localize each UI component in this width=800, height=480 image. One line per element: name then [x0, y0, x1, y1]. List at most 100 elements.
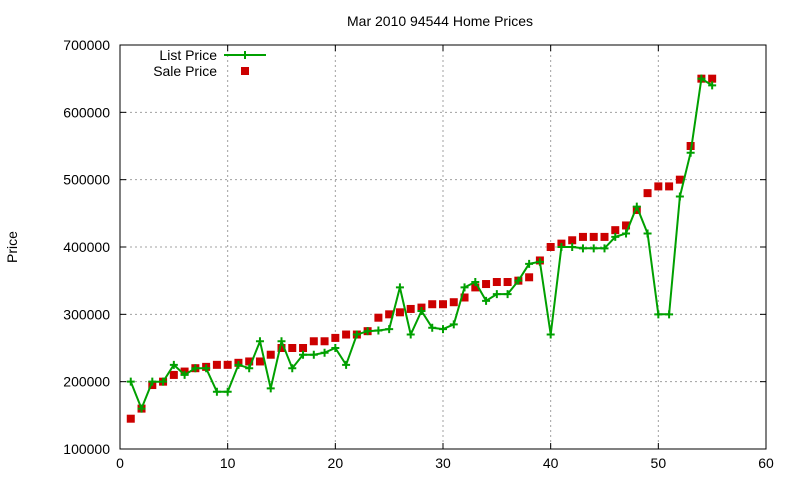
x-tick-label: 60: [758, 455, 774, 471]
list-price-point: [611, 232, 620, 241]
sale-price-point: [126, 414, 135, 423]
legend-swatch-sale-price: [241, 67, 249, 75]
sale-price-point: [600, 232, 609, 241]
list-price-point: [417, 306, 426, 315]
y-tick-label: 400000: [63, 239, 110, 255]
sale-price-point: [471, 283, 480, 292]
sale-price-point: [406, 304, 415, 313]
sale-price-point: [622, 221, 631, 230]
list-price-point: [439, 325, 447, 334]
list-price-point: [546, 330, 555, 339]
legend-marker-list-price: [241, 51, 249, 59]
list-price-point: [568, 243, 577, 251]
list-price-point: [180, 370, 189, 379]
list-price-point: [223, 387, 232, 396]
list-price-point: [234, 360, 243, 369]
list-price-point: [471, 278, 480, 287]
x-tick-label: 0: [116, 455, 124, 471]
list-price-point: [632, 202, 641, 211]
list-price-point: [169, 360, 178, 369]
list-price-point: [622, 229, 631, 238]
sale-price-point: [266, 350, 275, 359]
sale-price-point: [223, 360, 232, 369]
list-price-point: [449, 320, 458, 329]
x-tick-label: 40: [543, 455, 559, 471]
sale-price-point: [578, 232, 587, 241]
list-price-point: [374, 326, 383, 335]
list-price-point: [708, 81, 717, 90]
sale-price-point: [546, 243, 555, 251]
list-price-point: [126, 377, 135, 386]
list-price-point: [299, 350, 308, 359]
list-price-point: [557, 243, 566, 251]
list-price-point: [514, 276, 523, 285]
list-price-point: [460, 283, 469, 292]
list-price-point: [428, 323, 437, 332]
list-price-point: [309, 350, 318, 359]
sale-price-point: [503, 278, 512, 287]
list-price-point: [503, 290, 512, 299]
sale-price-point: [212, 360, 221, 369]
list-price-point: [686, 148, 695, 157]
list-price-point: [202, 364, 211, 373]
sale-price-point: [439, 300, 447, 309]
legend: List Price Sale Price: [153, 47, 266, 79]
list-price-point: [654, 310, 663, 319]
y-axis-label: Price: [4, 231, 20, 263]
sale-price-point: [611, 226, 620, 235]
sale-price-point: [277, 344, 286, 352]
y-tick-label: 200000: [63, 374, 110, 390]
list-price-point: [255, 337, 264, 346]
x-tick-label: 30: [435, 455, 451, 471]
sale-price-point: [374, 313, 383, 322]
sale-price-point: [708, 74, 717, 83]
list-price-line: [129, 77, 713, 412]
axis-ticks: [119, 44, 767, 450]
list-price-point: [352, 330, 361, 339]
sale-price-point: [568, 236, 577, 245]
list-price-point: [159, 377, 168, 386]
sale-price-point: [299, 344, 308, 352]
sale-price-point: [169, 370, 178, 379]
x-tick-label: 10: [220, 455, 236, 471]
list-price-point: [148, 377, 157, 386]
list-price-point: [675, 192, 684, 201]
sale-price-point: [395, 308, 404, 317]
sale-price-point: [492, 278, 501, 287]
y-tick-label: 700000: [63, 37, 110, 53]
list-price-point: [492, 290, 501, 299]
list-price-point: [245, 364, 254, 373]
sale-price-point: [342, 330, 351, 339]
sale-price-point: [525, 273, 534, 282]
sale-price-point: [385, 310, 394, 319]
legend-label-list-price: List Price: [159, 47, 217, 63]
x-tick-label: 20: [328, 455, 344, 471]
list-price-point: [600, 244, 609, 253]
sale-price-point: [675, 175, 684, 184]
list-price-point: [342, 360, 351, 369]
list-price-point: [643, 229, 652, 238]
list-price-point: [320, 348, 329, 357]
sale-price-point: [460, 293, 469, 302]
list-price-point: [288, 364, 297, 373]
x-tick-label: 50: [651, 455, 667, 471]
list-price-point: [589, 244, 598, 253]
sale-price-point: [665, 182, 674, 191]
y-tick-label: 300000: [63, 306, 110, 322]
legend-label-sale-price: Sale Price: [153, 63, 217, 79]
sale-price-point: [589, 232, 598, 241]
sale-price-point: [320, 337, 329, 346]
list-price-point: [266, 384, 275, 393]
y-tick-label: 600000: [63, 104, 110, 120]
list-price-point: [395, 283, 404, 292]
list-price-point: [363, 327, 372, 336]
list-price-point: [697, 74, 706, 83]
sale-price-point: [255, 357, 264, 366]
list-price-point: [212, 387, 221, 396]
chart-title: Mar 2010 94544 Home Prices: [347, 13, 533, 29]
list-price-point: [406, 330, 415, 339]
sale-price-point: [654, 182, 663, 191]
y-tick-label: 100000: [63, 441, 110, 457]
sale-price-point: [288, 344, 297, 352]
